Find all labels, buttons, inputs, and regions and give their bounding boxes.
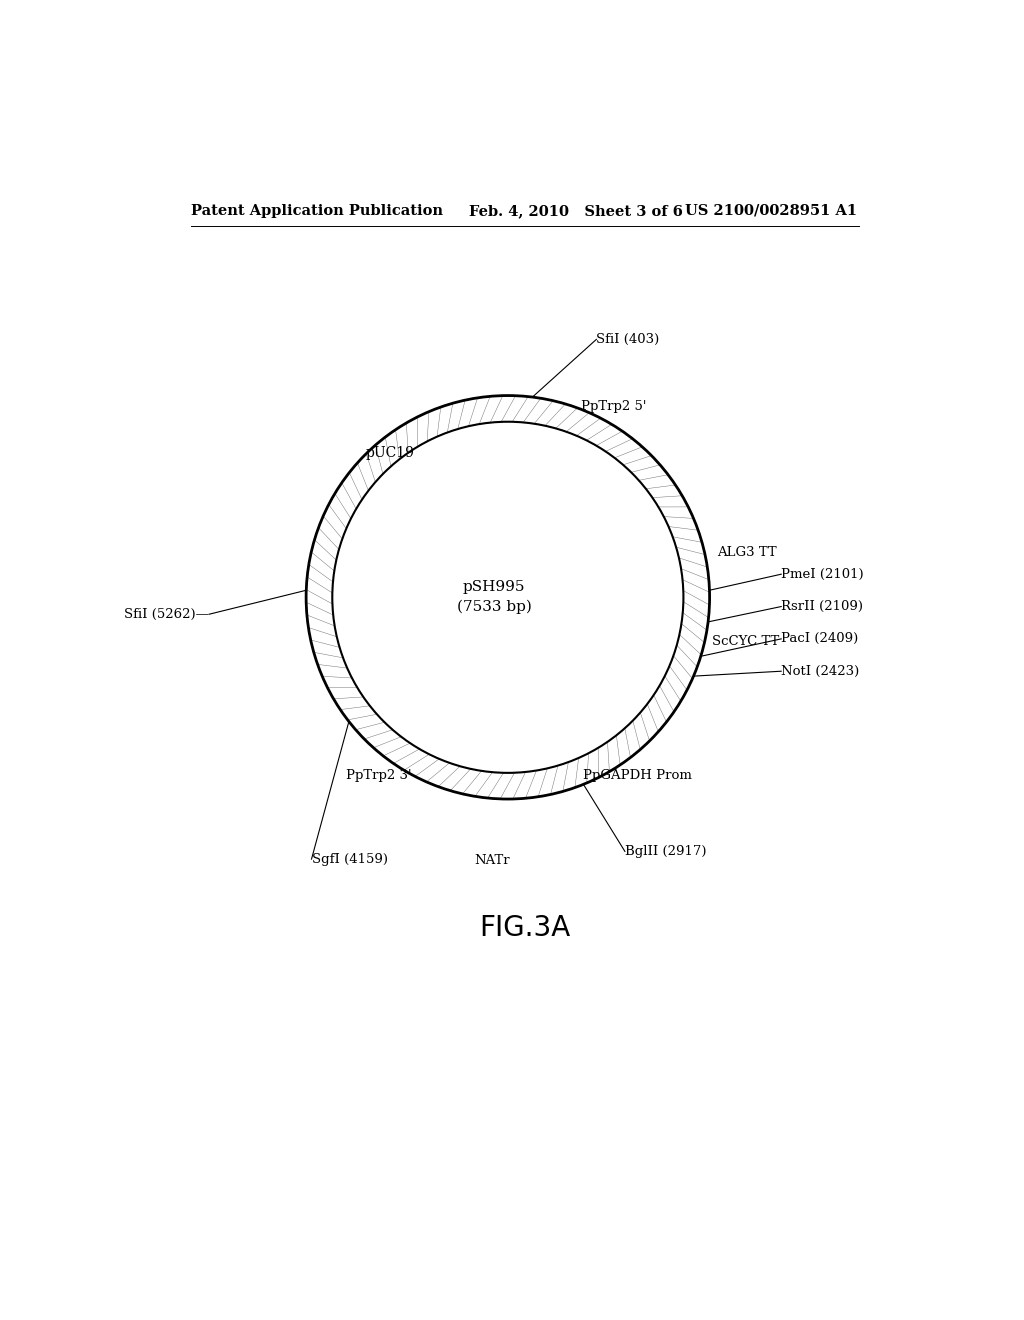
Text: pSH995: pSH995 [463, 579, 525, 594]
Text: SfiI (403): SfiI (403) [596, 333, 659, 346]
Text: PpTrp2 3': PpTrp2 3' [346, 770, 412, 783]
Text: RsrII (2109): RsrII (2109) [781, 601, 863, 612]
Text: US 2100/0028951 A1: US 2100/0028951 A1 [685, 203, 857, 218]
Text: (7533 bp): (7533 bp) [457, 599, 531, 614]
Text: NotI (2423): NotI (2423) [781, 665, 859, 677]
Text: SfiI (5262)—: SfiI (5262)— [124, 607, 209, 620]
Text: PpGAPDH Prom: PpGAPDH Prom [584, 770, 692, 783]
Text: Patent Application Publication: Patent Application Publication [190, 203, 442, 218]
Text: PpTrp2 5': PpTrp2 5' [581, 400, 646, 413]
Text: BglII (2917): BglII (2917) [625, 845, 707, 858]
Text: pUC19: pUC19 [366, 446, 415, 459]
Text: NATr: NATr [475, 854, 510, 867]
Text: ScCYC TT: ScCYC TT [712, 635, 779, 648]
Text: PmeI (2101): PmeI (2101) [781, 568, 864, 581]
Text: FIG.3A: FIG.3A [479, 915, 570, 942]
Text: ALG3 TT: ALG3 TT [717, 546, 777, 560]
Text: PacI (2409): PacI (2409) [781, 632, 858, 645]
Text: Feb. 4, 2010   Sheet 3 of 6: Feb. 4, 2010 Sheet 3 of 6 [469, 203, 683, 218]
Text: SgfI (4159): SgfI (4159) [311, 853, 387, 866]
